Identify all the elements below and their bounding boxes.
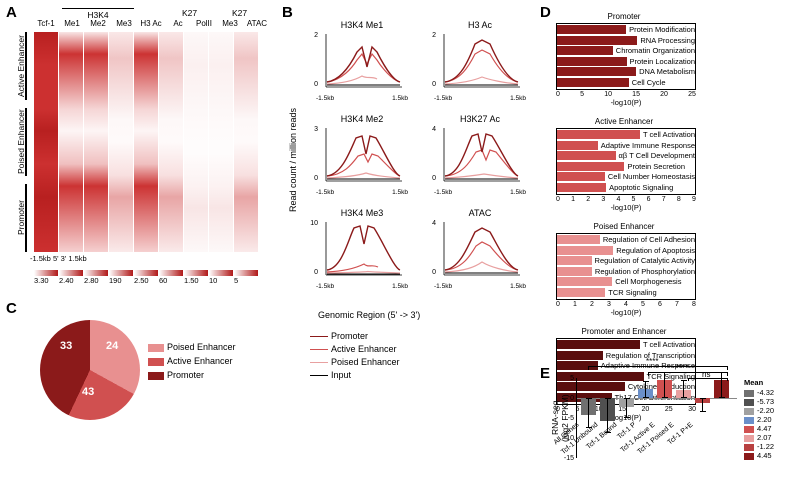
- row-divider-2: [25, 108, 27, 176]
- colorbar-max: 3.302.402.801902.50601.50105: [34, 276, 259, 285]
- pie-chart: 33 24 43: [40, 320, 140, 420]
- heatmap: [34, 32, 259, 252]
- panel-b-xlab: Genomic Region (5' -> 3'): [318, 310, 420, 320]
- panel-e-label: E: [540, 365, 550, 382]
- panel-b-legend: Promoter Active Enhancer Poised Enhancer…: [310, 330, 400, 382]
- panel-b-label: B: [282, 4, 293, 21]
- panel-c-label: C: [6, 300, 17, 317]
- rnaseq-plot: [576, 378, 736, 458]
- xaxis-a: -1.5kb 5' 3' 1.5kb: [30, 254, 87, 263]
- panel-a-label: A: [6, 4, 17, 21]
- mean-legend: Mean -4.32-5.73-2.202.204.472.07-1.224.4…: [744, 378, 774, 460]
- group-k27-2: K27: [232, 8, 247, 18]
- panel-b-ylab: Read count / million reads: [288, 90, 298, 230]
- track-headers: Tcf-1 Me1 Me2 Me3 H3 Ac Ac PolII Me3 ATA…: [34, 19, 270, 28]
- group-k27-1: K27: [182, 8, 197, 18]
- row-divider-1: [25, 32, 27, 100]
- row-divider-3: [25, 184, 27, 252]
- panel-d-label: D: [540, 4, 551, 21]
- pie-legend: Poised Enhancer Active Enhancer Promoter: [148, 340, 236, 382]
